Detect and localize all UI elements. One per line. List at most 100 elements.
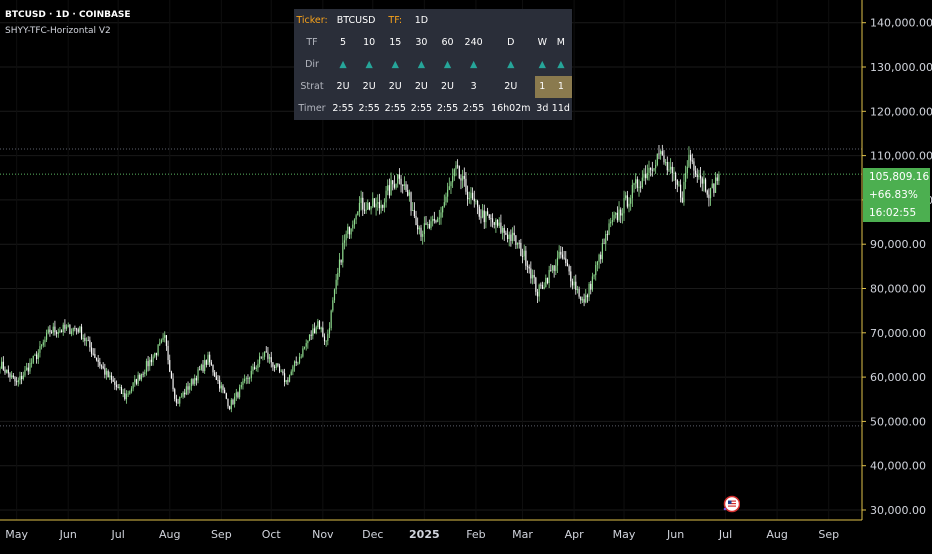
candle-body (239, 387, 241, 398)
candle-body (287, 380, 289, 382)
candle-body (656, 153, 658, 166)
candle-body (12, 375, 14, 378)
candle-body (125, 393, 128, 400)
candle-body (701, 178, 703, 184)
candle-body (49, 329, 51, 332)
candle-body (250, 370, 252, 378)
candle-body (613, 214, 615, 221)
candle-body (447, 189, 449, 197)
timer-cell: 11d (551, 103, 570, 115)
candle-body (244, 378, 246, 382)
candle-body (234, 396, 236, 404)
candle-body (511, 232, 514, 241)
candle-body (240, 384, 242, 388)
candle-body (610, 221, 612, 224)
candle-body (74, 328, 76, 329)
ticker-label: Ticker: (296, 14, 328, 26)
candle-body (590, 283, 592, 290)
candle-body (373, 198, 376, 208)
candle-body (438, 217, 440, 219)
candle-body (32, 355, 34, 363)
candle-body (448, 186, 450, 190)
candle-body (477, 200, 479, 207)
candle-body (195, 378, 197, 381)
candle-body (142, 373, 144, 375)
time-axis[interactable]: May Jun Jul Aug Sep Oct Nov Dec 2025 Feb Mar Apr May… (5, 528, 839, 541)
candle-body (189, 386, 191, 390)
candle-body (169, 360, 171, 372)
indicator-title[interactable]: SHYY-TFC-Horizontal V2 (5, 26, 111, 36)
candle-body (214, 372, 216, 377)
price-axis[interactable]: 30,000.00 40,000.00 50,000.00 60,000.00 70,0… (862, 17, 932, 517)
candle-body (651, 169, 653, 171)
candle-body (402, 184, 404, 186)
candle-body (109, 375, 111, 378)
last-price-badge[interactable]: 105,809.16 +66.83% 16:02:55 (863, 168, 930, 222)
candle-body (670, 166, 672, 170)
candle-body (202, 364, 204, 372)
y-tick-label: 120,000.00 (870, 105, 932, 118)
last-price-value: 105,809.16 (869, 171, 930, 183)
candle-body (440, 212, 442, 218)
candle-body (352, 224, 354, 229)
candle-body (695, 170, 697, 175)
candle-body (124, 393, 126, 400)
candle-body (222, 385, 224, 390)
candle-body (207, 354, 209, 365)
candle-body (140, 373, 143, 380)
candle-body (54, 326, 56, 333)
candle-body (340, 259, 342, 263)
strat-cell: 2U (440, 81, 454, 93)
candle-body (114, 381, 116, 385)
y-tick-label: 80,000.00 (870, 283, 926, 296)
candle-body (633, 183, 635, 185)
candle-body (392, 180, 394, 185)
tf-cell: M (556, 36, 565, 48)
candle-body (46, 332, 48, 340)
candle-body (305, 343, 307, 347)
candle-body (348, 226, 351, 235)
candle-body (680, 184, 682, 198)
candle-body (1, 361, 3, 369)
candle-body (275, 363, 277, 368)
candle-body (122, 393, 124, 395)
candle-body (407, 190, 409, 196)
candle-body (297, 362, 299, 364)
candle-body (89, 340, 91, 348)
candle-body (260, 356, 262, 358)
candle-body (119, 387, 121, 388)
candle-body (665, 162, 667, 163)
candle-body (318, 321, 321, 330)
candle-body (367, 202, 369, 210)
candle-body (398, 174, 400, 179)
candle-body (485, 211, 487, 223)
symbol-title[interactable]: BTCUSD · 1D · COINBASE (5, 10, 131, 20)
candle-body (164, 335, 166, 338)
tf-cell: 5 (340, 36, 347, 48)
candle-body (94, 353, 96, 358)
candle-body (628, 203, 630, 207)
timer-cell: 2:55 (436, 103, 459, 115)
candle-body (470, 192, 472, 199)
candle-body (365, 209, 367, 211)
candle-body (483, 210, 485, 223)
candle-body (190, 379, 192, 387)
candle-body (298, 356, 301, 363)
candle-body (282, 371, 284, 374)
candle-body (465, 178, 467, 192)
candle-body (688, 154, 690, 167)
strat-cell: 2U (388, 81, 402, 93)
us-flag-event-icon[interactable] (722, 495, 740, 513)
candle-body (252, 366, 254, 371)
candle-body (475, 200, 477, 202)
strat-cell: 2U (414, 81, 428, 93)
candle-body (641, 177, 643, 188)
candle-body (691, 160, 693, 162)
candle-body (566, 263, 569, 267)
candle-body (486, 211, 489, 215)
candle-body (403, 184, 405, 186)
candle-body (410, 192, 412, 211)
candle-body (16, 381, 18, 383)
